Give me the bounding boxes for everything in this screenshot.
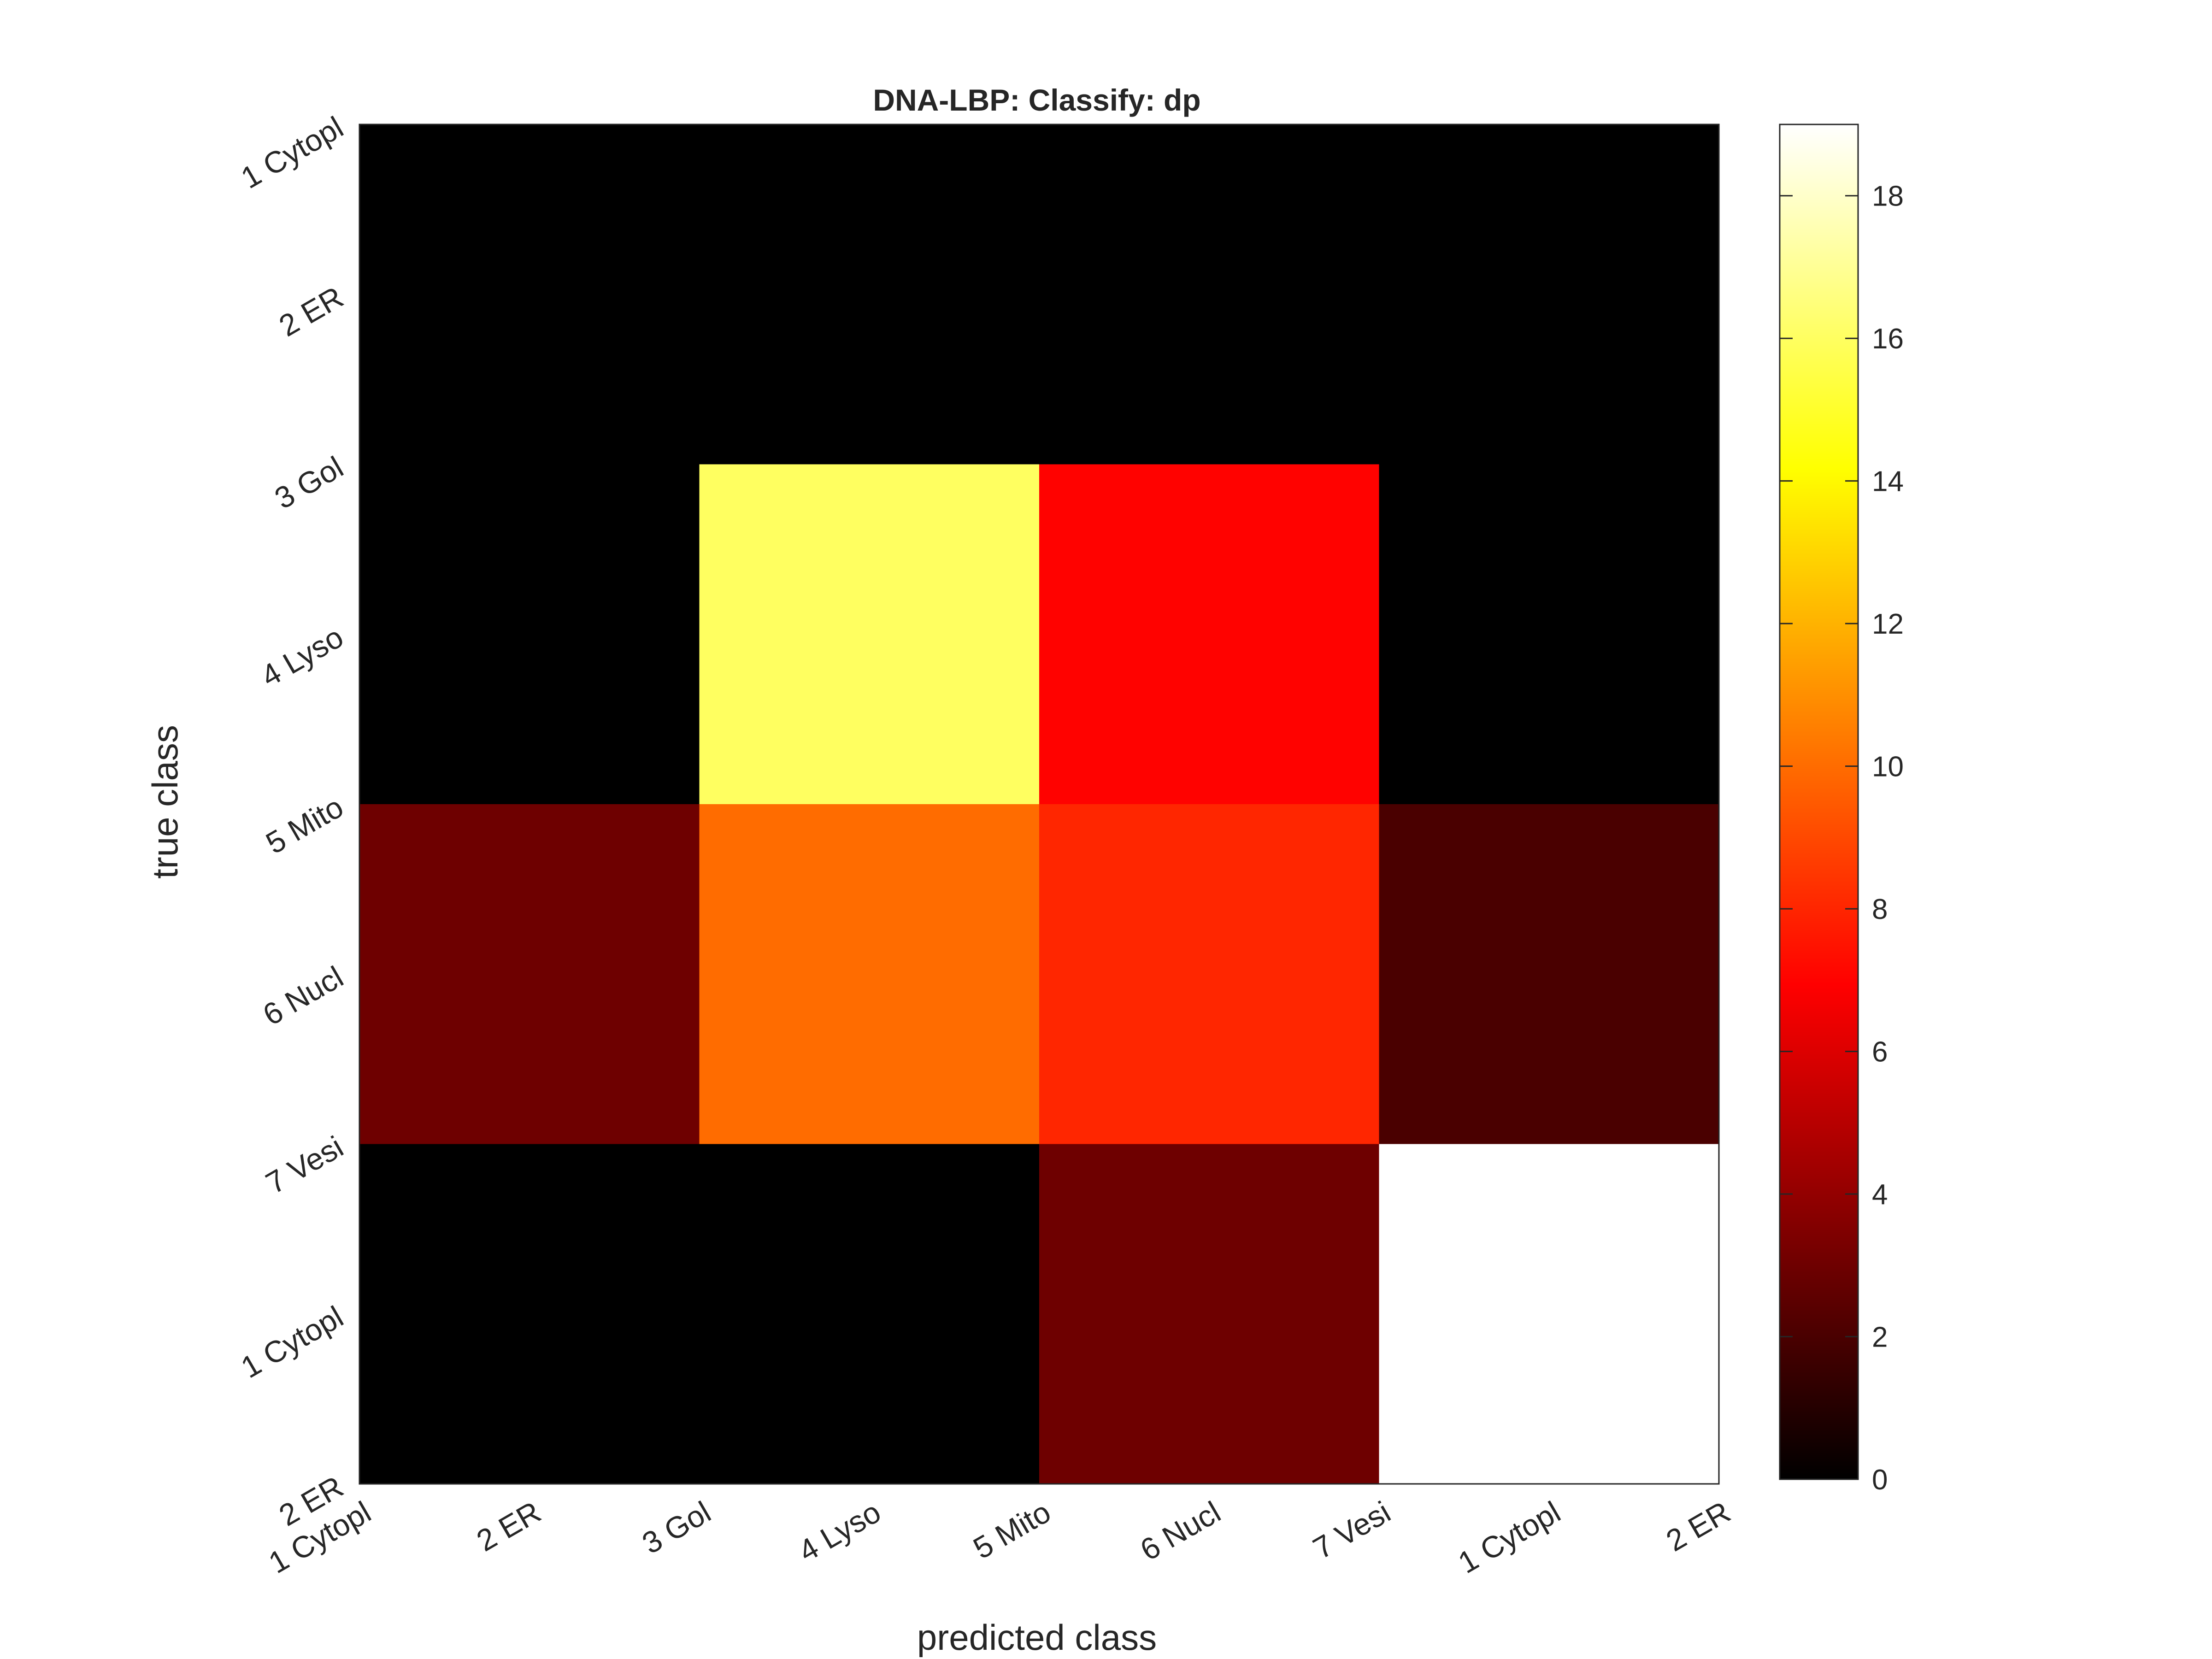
colorbar-ticks: 0 2 4 6 8 10 12 14 16 18 [1780, 181, 1904, 1496]
heatmap-cell [1039, 464, 1379, 805]
colorbar-tick-label: 10 [1872, 751, 1904, 783]
heatmap-cells [359, 124, 1719, 1484]
y-axis-label: true class [145, 725, 185, 879]
colorbar-tick-label: 4 [1872, 1179, 1888, 1211]
heatmap-cell [1379, 124, 1719, 465]
heatmap-cell [1039, 1144, 1379, 1484]
heatmap-cell [699, 804, 1040, 1144]
colorbar-tick-label: 6 [1872, 1036, 1888, 1068]
heatmap-cell [359, 804, 700, 1144]
heatmap-cell [1379, 1144, 1719, 1484]
heatmap-cell [359, 1144, 700, 1484]
colorbar-tick-label: 16 [1872, 323, 1904, 355]
heatmap-cell [359, 464, 700, 805]
colorbar-tick-label: 2 [1872, 1322, 1888, 1353]
axes-box [359, 124, 1720, 1485]
colorbar-tick-label: 14 [1872, 466, 1904, 498]
heatmap-cell [699, 464, 1040, 805]
colorbar [1779, 124, 1859, 1480]
heatmap-cell [699, 1144, 1040, 1484]
chart-title: DNA-LBP: Classify: dp [873, 83, 1200, 117]
colorbar-tick-label: 18 [1872, 181, 1904, 212]
colorbar-tick-label: 12 [1872, 608, 1904, 640]
x-axis-label: predicted class [917, 1617, 1157, 1658]
heatmap-cell [359, 124, 700, 465]
heatmap-cell [1379, 464, 1719, 805]
heatmap-cell [1039, 124, 1379, 465]
colorbar-tick-label: 0 [1872, 1464, 1888, 1496]
heatmap-cell [1379, 804, 1719, 1144]
heatmap-cell [699, 124, 1040, 465]
heatmap-cell [1039, 804, 1379, 1144]
colorbar-tick-label: 8 [1872, 894, 1888, 925]
